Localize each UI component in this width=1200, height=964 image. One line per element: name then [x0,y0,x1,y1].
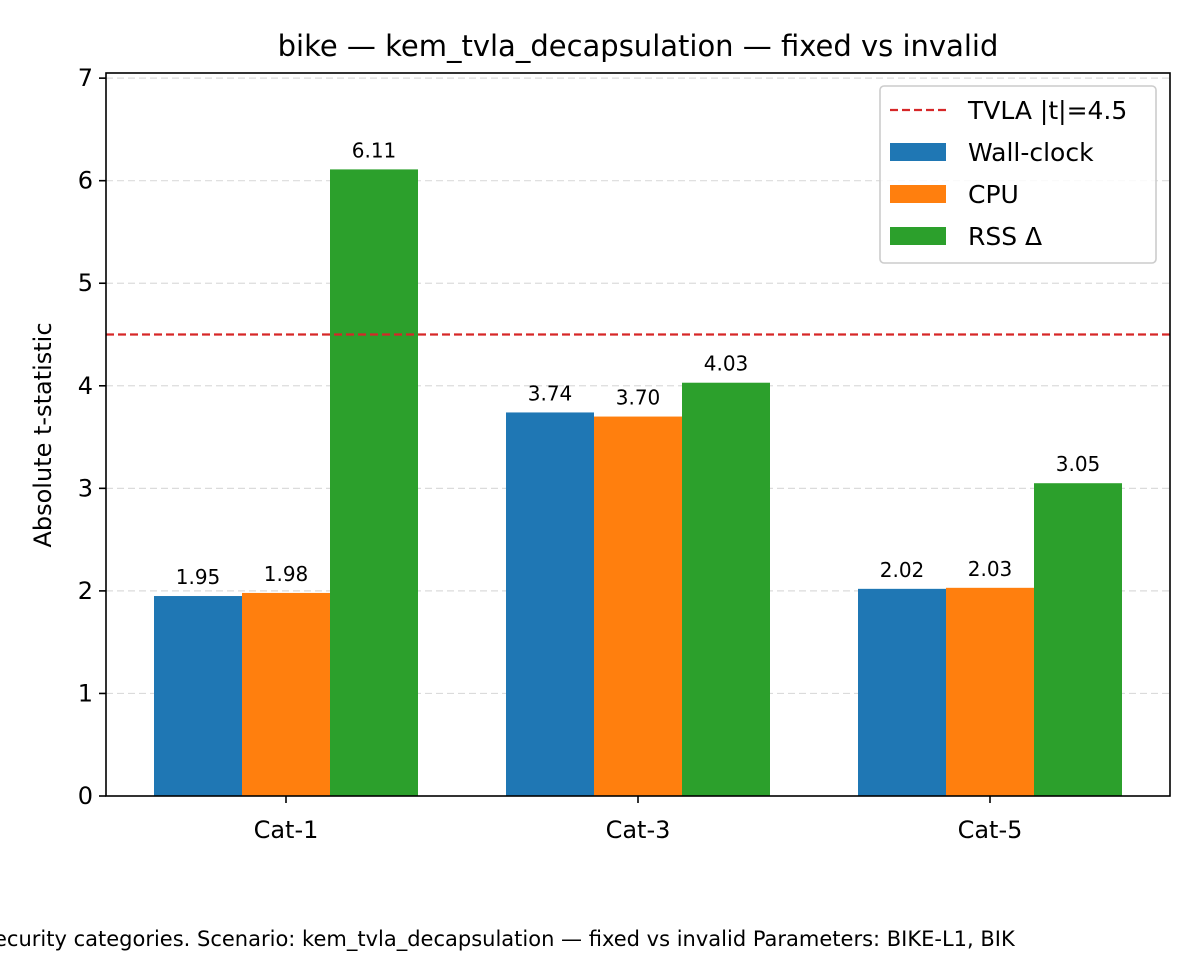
x-tick-label: Cat-1 [254,816,319,844]
y-tick-label: 5 [78,269,93,297]
bar-value-label: 3.70 [616,386,661,410]
x-tick-label: Cat-3 [606,816,671,844]
legend-swatch [890,143,946,161]
bar-value-label: 1.98 [264,562,309,586]
bar [242,592,330,796]
bar [946,587,1034,796]
chart-title: bike — kem_tvla_decapsulation — fixed vs… [278,29,999,63]
legend-label: TVLA |t|=4.5 [967,96,1127,125]
bar [330,169,418,796]
bar-value-labels: 1.95 3.74 2.02 1.98 3.70 2.03 6.11 4.03 3.05 [176,138,1101,589]
bar [506,412,594,796]
bar-value-label: 4.03 [704,352,749,376]
bar [1034,483,1122,796]
bar-value-label: 1.95 [176,565,221,589]
y-tick-label: 0 [78,782,93,810]
bars [154,169,1122,796]
y-tick-label: 3 [78,474,93,502]
y-axis-label: Absolute t-statistic [29,322,57,547]
y-tick-label: 2 [78,577,93,605]
legend-swatch [890,227,946,245]
y-tick-label: 1 [78,679,93,707]
legend-label: Wall-clock [968,138,1094,167]
figure-caption: ecurity categories. Scenario: kem_tvla_d… [0,927,1016,952]
y-tick-label: 7 [78,64,93,92]
x-axis: Cat-1 Cat-3 Cat-5 [254,796,1023,844]
legend-label: CPU [968,180,1019,209]
bar [858,588,946,796]
bar-value-label: 3.05 [1056,452,1101,476]
legend-label: RSS Δ [968,222,1042,251]
bar-value-label: 3.74 [528,381,573,405]
y-tick-label: 4 [78,372,93,400]
x-tick-label: Cat-5 [958,816,1023,844]
bar-value-label: 2.03 [968,557,1013,581]
bar-value-label: 6.11 [352,138,397,162]
y-axis: 0 1 2 3 4 5 6 7 [78,64,106,810]
bar [594,416,682,796]
bar [682,382,770,796]
legend-swatch [890,185,946,203]
bar [154,596,242,796]
legend: TVLA |t|=4.5 Wall-clock CPU RSS Δ [879,85,1157,264]
bar-value-label: 2.02 [880,558,925,582]
legend-box [879,85,1157,264]
y-tick-label: 6 [78,167,93,195]
